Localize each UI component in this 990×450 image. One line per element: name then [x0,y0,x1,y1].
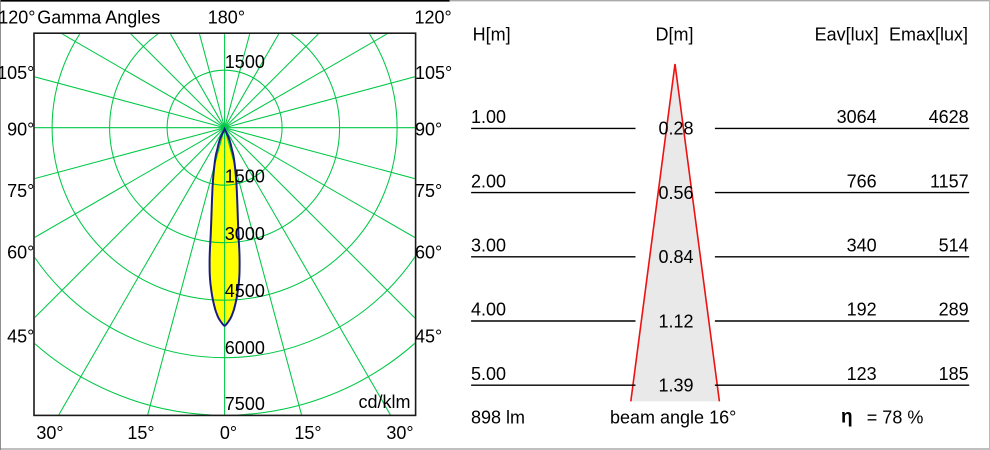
svg-text:75°: 75° [415,181,442,201]
svg-text:898 lm: 898 lm [471,408,525,428]
svg-text:0.84: 0.84 [658,247,693,267]
svg-text:105°: 105° [0,63,34,83]
svg-text:7500: 7500 [225,394,265,414]
svg-text:15°: 15° [127,423,154,443]
svg-text:4628: 4628 [929,107,969,127]
svg-text:cd/klm: cd/klm [358,392,410,412]
svg-text:45°: 45° [7,327,34,347]
svg-text:3.00: 3.00 [471,236,506,256]
svg-text:289: 289 [939,300,969,320]
svg-text:180°: 180° [208,7,245,27]
svg-text:123: 123 [847,364,877,384]
svg-text:0°: 0° [220,423,237,443]
svg-text:30°: 30° [36,423,63,443]
svg-text:185: 185 [939,364,969,384]
svg-text:Emax[lux]: Emax[lux] [889,25,968,45]
svg-text:60°: 60° [415,243,442,263]
svg-text:75°: 75° [7,181,34,201]
svg-text:6000: 6000 [225,338,265,358]
svg-text:15°: 15° [294,423,321,443]
svg-text:90°: 90° [415,119,442,139]
svg-text:D[m]: D[m] [656,25,694,45]
svg-text:1500: 1500 [225,52,265,72]
svg-text:0.56: 0.56 [658,183,693,203]
svg-text:4.00: 4.00 [471,300,506,320]
svg-text:60°: 60° [7,243,34,263]
svg-text:0.28: 0.28 [658,119,693,139]
svg-text:766: 766 [847,171,877,191]
svg-text:192: 192 [847,300,877,320]
svg-text:45°: 45° [415,327,442,347]
svg-text:340: 340 [847,236,877,256]
svg-text:1.00: 1.00 [471,107,506,127]
svg-text:105°: 105° [415,63,452,83]
svg-text:1.12: 1.12 [658,311,693,331]
svg-text:120°: 120° [0,7,35,27]
svg-text:2.00: 2.00 [471,171,506,191]
svg-text:1500: 1500 [225,167,265,187]
svg-text:5.00: 5.00 [471,364,506,384]
svg-text:H[m]: H[m] [473,25,511,45]
svg-text:514: 514 [939,236,969,256]
svg-text:Gamma Angles: Gamma Angles [37,7,160,27]
svg-text:= 78 %: = 78 % [867,408,924,428]
svg-text:30°: 30° [386,423,413,443]
svg-text:1.39: 1.39 [658,376,693,396]
svg-text:3000: 3000 [225,224,265,244]
svg-text:3064: 3064 [837,107,877,127]
svg-text:η: η [841,407,853,428]
svg-text:Eav[lux]: Eav[lux] [815,25,879,45]
svg-text:beam angle 16°: beam angle 16° [610,408,736,428]
svg-text:4500: 4500 [225,281,265,301]
svg-text:1157: 1157 [930,171,969,191]
svg-text:120°: 120° [415,7,452,27]
svg-text:90°: 90° [7,119,34,139]
